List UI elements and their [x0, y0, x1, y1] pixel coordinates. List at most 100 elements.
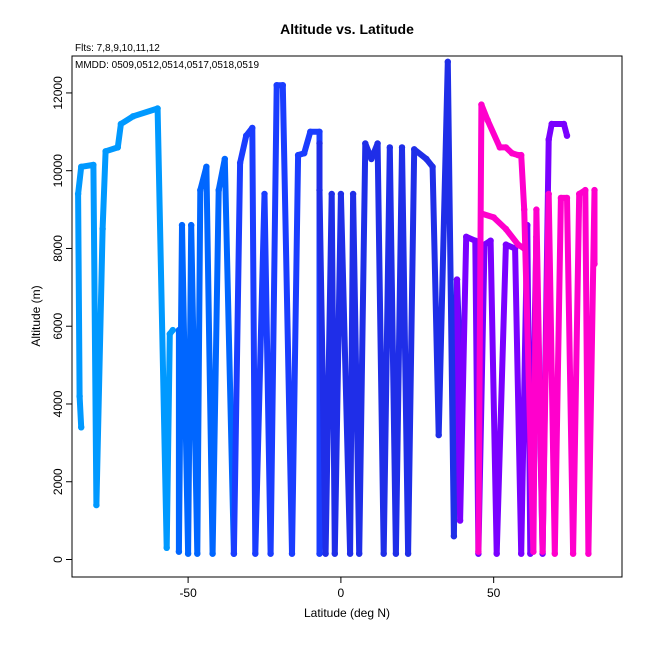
dates-label: MMDD: 0509,0512,0514,0517,0518,0519: [75, 60, 259, 71]
data-point: [175, 326, 183, 334]
data-point: [453, 276, 461, 283]
y-tick-label: 0: [51, 556, 65, 563]
series-line: [175, 156, 237, 557]
data-point: [203, 163, 210, 170]
data-point: [184, 550, 192, 557]
data-point: [456, 517, 464, 524]
data-point: [502, 144, 510, 151]
flights-label: Flts: 7,8,9,10,11,12: [75, 43, 160, 54]
data-point: [472, 237, 479, 244]
data-point: [93, 501, 100, 509]
data-point: [316, 140, 323, 147]
data-point: [557, 194, 565, 202]
data-point: [78, 424, 85, 431]
x-tick-label: 50: [487, 586, 501, 600]
data-point: [197, 186, 204, 194]
data-point: [316, 186, 323, 194]
y-tick-label: 10000: [51, 154, 65, 188]
y-tick-label: 8000: [51, 235, 65, 262]
data-point: [392, 550, 400, 557]
data-point: [243, 132, 250, 139]
data-point: [301, 150, 308, 157]
data-point: [502, 225, 510, 233]
data-point: [154, 105, 161, 112]
x-tick-label: -50: [179, 586, 197, 600]
data-point: [337, 190, 345, 198]
data-point: [279, 82, 286, 89]
data-point: [316, 128, 323, 135]
data-point: [533, 206, 540, 213]
series-6: [478, 210, 528, 252]
data-point: [444, 58, 451, 65]
data-point: [380, 550, 387, 557]
data-point: [386, 144, 393, 151]
data-point: [316, 550, 323, 557]
data-point: [294, 151, 302, 159]
data-point: [563, 132, 571, 139]
data-point: [362, 140, 369, 147]
data-point: [548, 120, 555, 128]
series-line: [316, 58, 464, 557]
series-line: [230, 82, 323, 557]
data-point: [221, 155, 228, 163]
data-point: [249, 124, 256, 132]
data-point: [518, 550, 525, 557]
data-point: [563, 194, 571, 202]
data-point: [545, 136, 552, 143]
data-point: [102, 148, 109, 155]
data-point: [398, 144, 406, 151]
data-layer: [74, 58, 598, 557]
data-point: [368, 155, 375, 163]
data-point: [490, 214, 497, 221]
data-point: [478, 210, 485, 217]
data-point: [331, 550, 338, 557]
data-point: [346, 550, 354, 557]
data-point: [521, 245, 528, 252]
data-point: [530, 548, 537, 555]
data-point: [252, 550, 259, 557]
data-point: [74, 190, 82, 198]
y-tick-label: 2000: [51, 468, 65, 495]
data-point: [78, 163, 85, 170]
data-point: [267, 550, 274, 557]
x-axis-label: Latitude (deg N): [304, 606, 390, 620]
data-point: [76, 393, 83, 400]
data-point: [569, 550, 577, 557]
data-point: [514, 241, 522, 248]
data-point: [435, 431, 442, 439]
data-point: [450, 533, 458, 540]
data-point: [114, 144, 122, 151]
series-1: [175, 155, 238, 557]
data-point: [261, 190, 268, 198]
data-point: [99, 225, 106, 233]
data-point: [307, 128, 314, 135]
data-point: [349, 190, 357, 198]
data-point: [236, 159, 244, 167]
data-point: [356, 550, 363, 557]
data-point: [545, 190, 552, 198]
x-tick-label: 0: [338, 586, 345, 600]
data-point: [230, 550, 238, 557]
data-point: [117, 120, 125, 128]
series-line: [75, 105, 176, 551]
data-point: [215, 186, 222, 194]
y-axis: 0 2000 4000 6000 8000 10000 12000: [51, 76, 73, 563]
data-point: [487, 237, 494, 244]
data-point: [328, 190, 335, 198]
series-3: [316, 58, 464, 557]
data-point: [175, 548, 183, 555]
data-point: [463, 233, 470, 240]
data-point: [496, 144, 503, 151]
data-point: [322, 550, 329, 557]
data-point: [423, 155, 430, 163]
data-point: [411, 146, 418, 153]
data-point: [585, 550, 592, 557]
data-point: [518, 151, 525, 159]
data-point: [288, 550, 296, 557]
y-tick-label: 12000: [51, 76, 65, 110]
data-point: [478, 101, 485, 108]
series-0: [74, 105, 176, 551]
data-point: [475, 548, 482, 555]
series-5: [475, 101, 598, 557]
